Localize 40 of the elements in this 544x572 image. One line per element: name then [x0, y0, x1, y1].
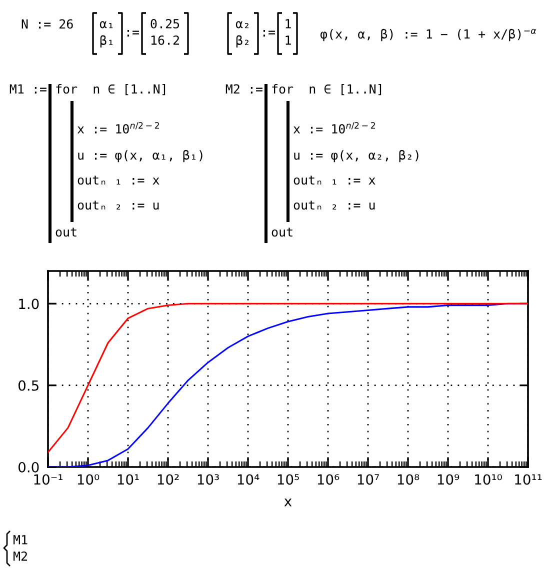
x-tick-label: 10⁵ [278, 474, 299, 485]
x-axis-title: x [284, 498, 292, 506]
x-tick-label: 10³ [198, 474, 219, 485]
x-tick-label: 10¹⁰ [475, 474, 502, 485]
x-tick-label: 10⁷ [358, 474, 379, 485]
text: φ(x, α, β) := 1 − (1 + x/β)$^{−α}$ [320, 28, 536, 42]
y-tick-label: 0.0 [18, 462, 39, 472]
y-tick-label: 0.5 [18, 380, 38, 391]
text: out [56, 228, 76, 237]
x-tick-label: 10⁴ [238, 474, 260, 485]
text: outₙ ₁ := x [78, 176, 160, 185]
text: M1 M2 [14, 535, 28, 561]
x-tick-label: 10⁻¹ [34, 474, 63, 485]
text: M2 := [226, 84, 262, 94]
text: := [263, 30, 275, 36]
text: for n ∈ [1..N] [56, 84, 166, 96]
text: 0.25 16.2 [150, 18, 180, 45]
x-tick-label: 10⁶ [318, 474, 340, 485]
x-tick-label: 10⁰ [78, 474, 100, 485]
text: outₙ ₂ := u [294, 200, 375, 210]
x-tick-label: 10¹ [118, 474, 139, 485]
x-tick-label: 10⁹ [438, 474, 460, 485]
text: x := 10$^{n/2−2}$ [77, 122, 159, 134]
text: u := φ(x, α₁, β₁) [78, 150, 202, 162]
text: out [272, 228, 292, 237]
text: x := 10$^{n/2−2}$ [293, 122, 375, 134]
text: α₂ β₂ [236, 21, 248, 48]
text: M1 := [10, 84, 46, 94]
text: for n ∈ [1..N] [272, 84, 382, 96]
text: := [127, 30, 139, 36]
y-tick-label: 1.0 [19, 298, 39, 310]
text: u := φ(x, α₂, β₂) [294, 150, 418, 162]
text: α₁ β₁ [100, 21, 113, 48]
x-tick-label: 10¹¹ [515, 474, 542, 485]
text: N := 26 [22, 19, 73, 29]
x-tick-label: 10⁸ [398, 474, 420, 485]
text: 1 1 [286, 19, 291, 45]
x-tick-label: 10² [158, 474, 179, 485]
text: outₙ ₁ := x [294, 176, 376, 185]
text: outₙ ₂ := u [78, 200, 159, 210]
